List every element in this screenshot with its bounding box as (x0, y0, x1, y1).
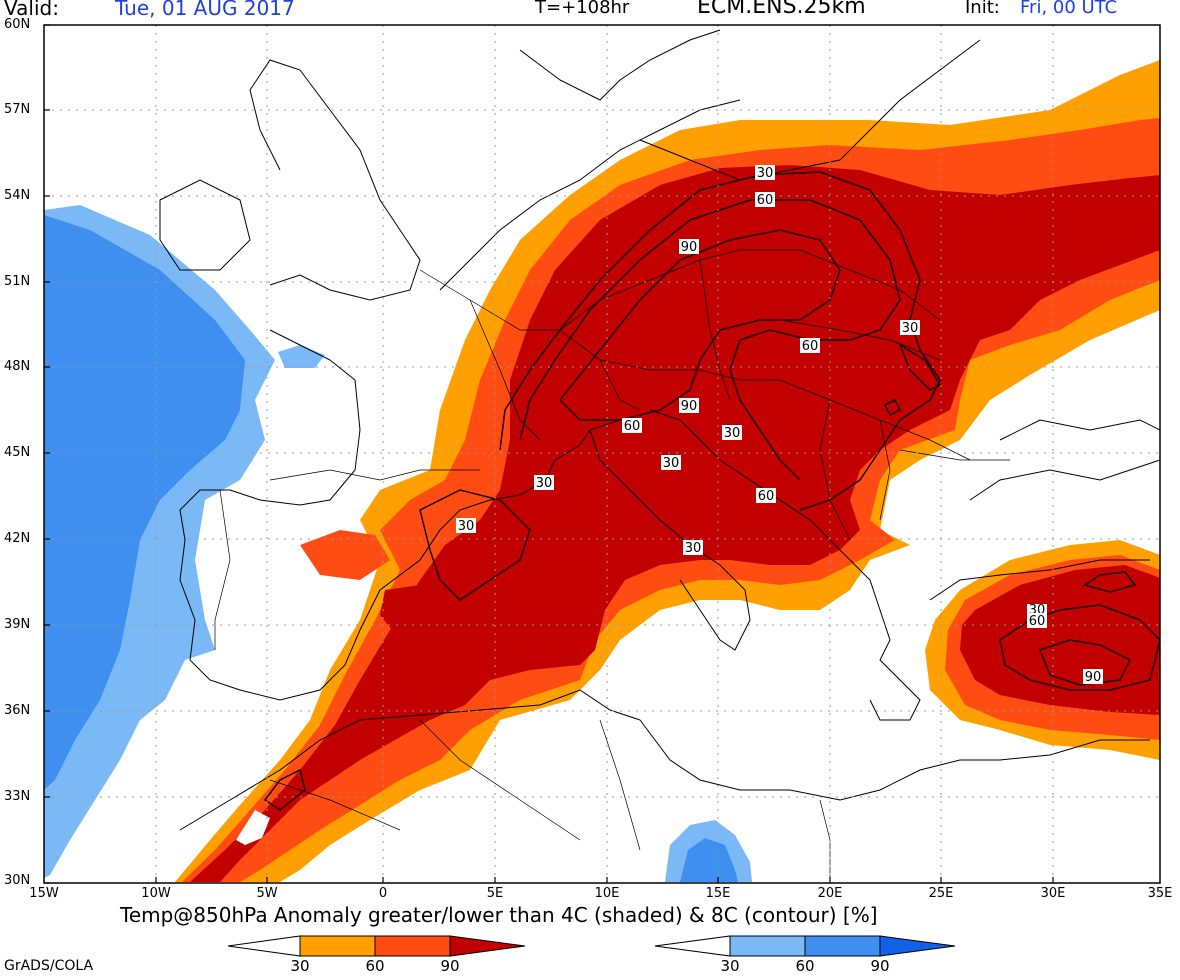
coast-north-sea (439, 99, 741, 291)
svg-text:30: 30 (458, 519, 475, 534)
contour-label: 60 (800, 338, 820, 354)
contour-label: 60 (755, 192, 775, 208)
svg-text:60: 60 (802, 339, 819, 354)
cold-shade-60 (44, 215, 245, 790)
lat-label: 36N (4, 703, 31, 718)
coast-ireland (159, 179, 251, 271)
coast-crimea (999, 419, 1160, 441)
lat-label: 39N (4, 617, 31, 632)
lon-label: 5W (256, 886, 278, 901)
map-caption: Temp@850hPa Anomaly greater/lower than 4… (120, 903, 878, 927)
credit-label: GrADS/COLA (4, 958, 94, 974)
contour-label: 30 (755, 165, 775, 181)
lon-label: 0 (378, 886, 388, 901)
lat-label: 48N (4, 359, 31, 374)
contour-90-east (1039, 639, 1132, 686)
svg-text:30: 30 (757, 166, 774, 181)
contour-label-group: 30 60 90 30 60 90 30 60 90 30 30 30 30 6… (456, 165, 1103, 685)
svg-text:90: 90 (681, 399, 698, 414)
lat-label: 33N (4, 789, 31, 804)
lead-time: T=+108hr (535, 0, 630, 18)
svg-text:30: 30 (663, 456, 680, 471)
valid-date: Tue, 01 AUG 2017 (115, 0, 295, 20)
lat-label: 45N (4, 445, 31, 460)
coast-iberia (179, 329, 491, 701)
warm-shade-90-east (960, 565, 1160, 715)
lat-label: 42N (4, 531, 31, 546)
cold-scale-label: 90 (870, 957, 890, 975)
model-name: ECM.ENS.25km (697, 0, 866, 19)
contour-label: 30 (534, 475, 554, 491)
svg-text:60: 60 (624, 419, 641, 434)
contour-60-east (999, 604, 1160, 691)
contour-label: 30 (900, 320, 920, 336)
lon-label: 20E (817, 886, 843, 901)
svg-text:60: 60 (1029, 614, 1046, 629)
svg-text:30: 30 (536, 476, 553, 491)
contour-30-sw (263, 768, 306, 811)
contour-label: 90 (679, 239, 699, 255)
contour-60 (519, 199, 901, 481)
coast-britain (249, 59, 421, 301)
warm-scale-label: 90 (440, 957, 460, 975)
contour-90 (558, 229, 841, 421)
warm-scale-label: 30 (290, 957, 310, 975)
cold-scale-label: 60 (795, 957, 815, 975)
coast-turkey (929, 559, 1150, 601)
coast-black-sea (969, 459, 1160, 501)
contour-label: 60 (756, 488, 776, 504)
coast-adriatic (649, 409, 851, 561)
warm-colorbar (227, 935, 526, 957)
cold-colorbar (654, 935, 956, 957)
lon-label: 30E (1040, 886, 1066, 901)
init-time: Fri, 00 UTC (1020, 0, 1118, 18)
lon-label: 25E (928, 886, 954, 901)
lon-label: 5E (486, 886, 504, 901)
contour-label: 60 (622, 418, 642, 434)
contour-30 (499, 171, 941, 511)
svg-text:30: 30 (685, 541, 702, 556)
lat-label: 51N (4, 274, 31, 289)
coast-baltic (639, 39, 981, 181)
warm-scale-label: 60 (365, 957, 385, 975)
coast-north-africa (179, 689, 1150, 831)
lon-label: 15E (705, 886, 731, 901)
warm-shade-90-iberia (380, 585, 430, 640)
lon-label: 35E (1147, 886, 1173, 901)
lon-label: 10W (141, 886, 171, 901)
contour-label: 30 (456, 518, 476, 534)
svg-text:60: 60 (758, 489, 775, 504)
cold-scale-label: 30 (720, 957, 740, 975)
valid-label: Valid: (4, 0, 59, 20)
contour-label: 30 (722, 425, 742, 441)
lat-label: 57N (4, 102, 31, 117)
svg-text:30: 30 (902, 321, 919, 336)
contour-30-west (419, 489, 531, 601)
warm-shade-60-iberia (300, 530, 390, 580)
lat-label: 54N (4, 188, 31, 203)
svg-text:90: 90 (1085, 670, 1102, 685)
lat-label: 60N (4, 17, 31, 32)
contour-label: 90 (679, 398, 699, 414)
svg-text:90: 90 (681, 240, 698, 255)
contour-label: 60 (1027, 613, 1047, 629)
contour-label: 30 (683, 540, 703, 556)
contour-label: 90 (1083, 669, 1103, 685)
cold-shade-africa-60 (680, 838, 738, 882)
warm-shade-90 (190, 165, 1160, 882)
lon-label: 10E (594, 886, 620, 901)
svg-text:60: 60 (757, 193, 774, 208)
svg-text:30: 30 (724, 426, 741, 441)
init-label: Init: (965, 0, 1000, 18)
coast-scandinavia (519, 29, 721, 101)
coast-greece (849, 559, 921, 721)
contour-label: 30 (661, 455, 681, 471)
cold-shade-biscay (278, 345, 325, 368)
coast-italy (589, 429, 751, 651)
lon-label: 15W (29, 886, 59, 901)
lat-label: 30N (4, 873, 31, 888)
